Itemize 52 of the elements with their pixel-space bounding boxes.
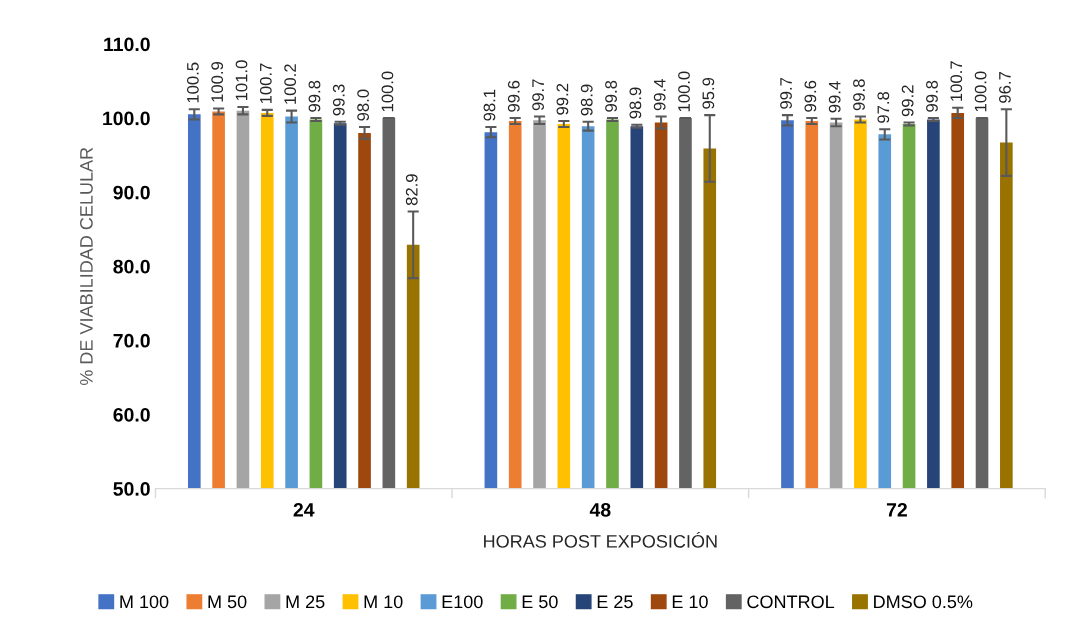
y-tick-label: 100.0 (103, 111, 150, 126)
data-label: 98.9 (629, 87, 642, 119)
y-tick-label: 90.0 (113, 185, 150, 200)
x-axis-title: HORAS POST EXPOSICIÓN (484, 531, 717, 548)
data-label: 99.7 (780, 77, 792, 109)
data-label: 101.0 (235, 60, 248, 101)
data-label: 98.9 (580, 84, 593, 116)
data-label: 100.0 (678, 71, 690, 112)
y-tick-label: 80.0 (113, 259, 150, 274)
legend-label: CONTROL (747, 595, 835, 609)
legend-label: M 50 (208, 595, 247, 609)
legend-label: M 100 (120, 595, 169, 609)
data-label: 99.8 (605, 80, 617, 112)
data-label: 99.8 (926, 80, 938, 112)
legend-label: M 10 (364, 595, 403, 609)
legend-label: DMSO 0.5% (874, 595, 973, 609)
y-tick-label: 110.0 (104, 37, 150, 52)
data-label: 99.4 (828, 81, 841, 113)
data-label: 99.8 (308, 80, 321, 112)
y-tick-label: 60.0 (113, 407, 150, 422)
legend-label: M 25 (286, 595, 325, 609)
data-label: 99.6 (804, 80, 817, 112)
legend-label: E100 (442, 595, 483, 609)
data-label: 100.7 (950, 61, 963, 101)
data-label: 82.9 (405, 174, 418, 206)
data-label: 99.4 (653, 79, 666, 111)
data-label: 100.0 (381, 71, 394, 112)
data-label: 98.0 (357, 89, 370, 121)
data-label: 100.9 (211, 61, 224, 102)
y-tick-label: 50.0 (113, 482, 150, 496)
data-label: 99.8 (853, 79, 865, 111)
x-tick-label: 72 (886, 502, 907, 517)
data-label: 100.7 (259, 63, 272, 104)
data-label: 99.3 (332, 84, 345, 116)
legend-label: E 10 (672, 595, 708, 609)
data-label: 100.0 (974, 71, 987, 112)
data-label: 99.6 (507, 80, 520, 112)
data-label: 100.5 (186, 62, 199, 103)
legend-label: E 25 (597, 595, 633, 609)
x-tick-label: 24 (293, 502, 315, 517)
x-tick-label: 48 (589, 502, 611, 517)
data-label: 99.7 (532, 79, 544, 111)
data-label: 99.2 (901, 85, 914, 117)
data-label: 98.1 (483, 89, 496, 121)
data-label: 96.7 (999, 72, 1011, 103)
legend-label: E 50 (522, 595, 558, 609)
data-label: 100.2 (284, 64, 297, 104)
y-axis-title: % DE VIABILIDAD CELULAR (80, 147, 93, 386)
data-label: 97.8 (877, 91, 890, 123)
y-tick-label: 70.0 (113, 333, 150, 348)
data-label: 99.2 (556, 83, 569, 115)
data-label: 95.9 (702, 77, 715, 109)
